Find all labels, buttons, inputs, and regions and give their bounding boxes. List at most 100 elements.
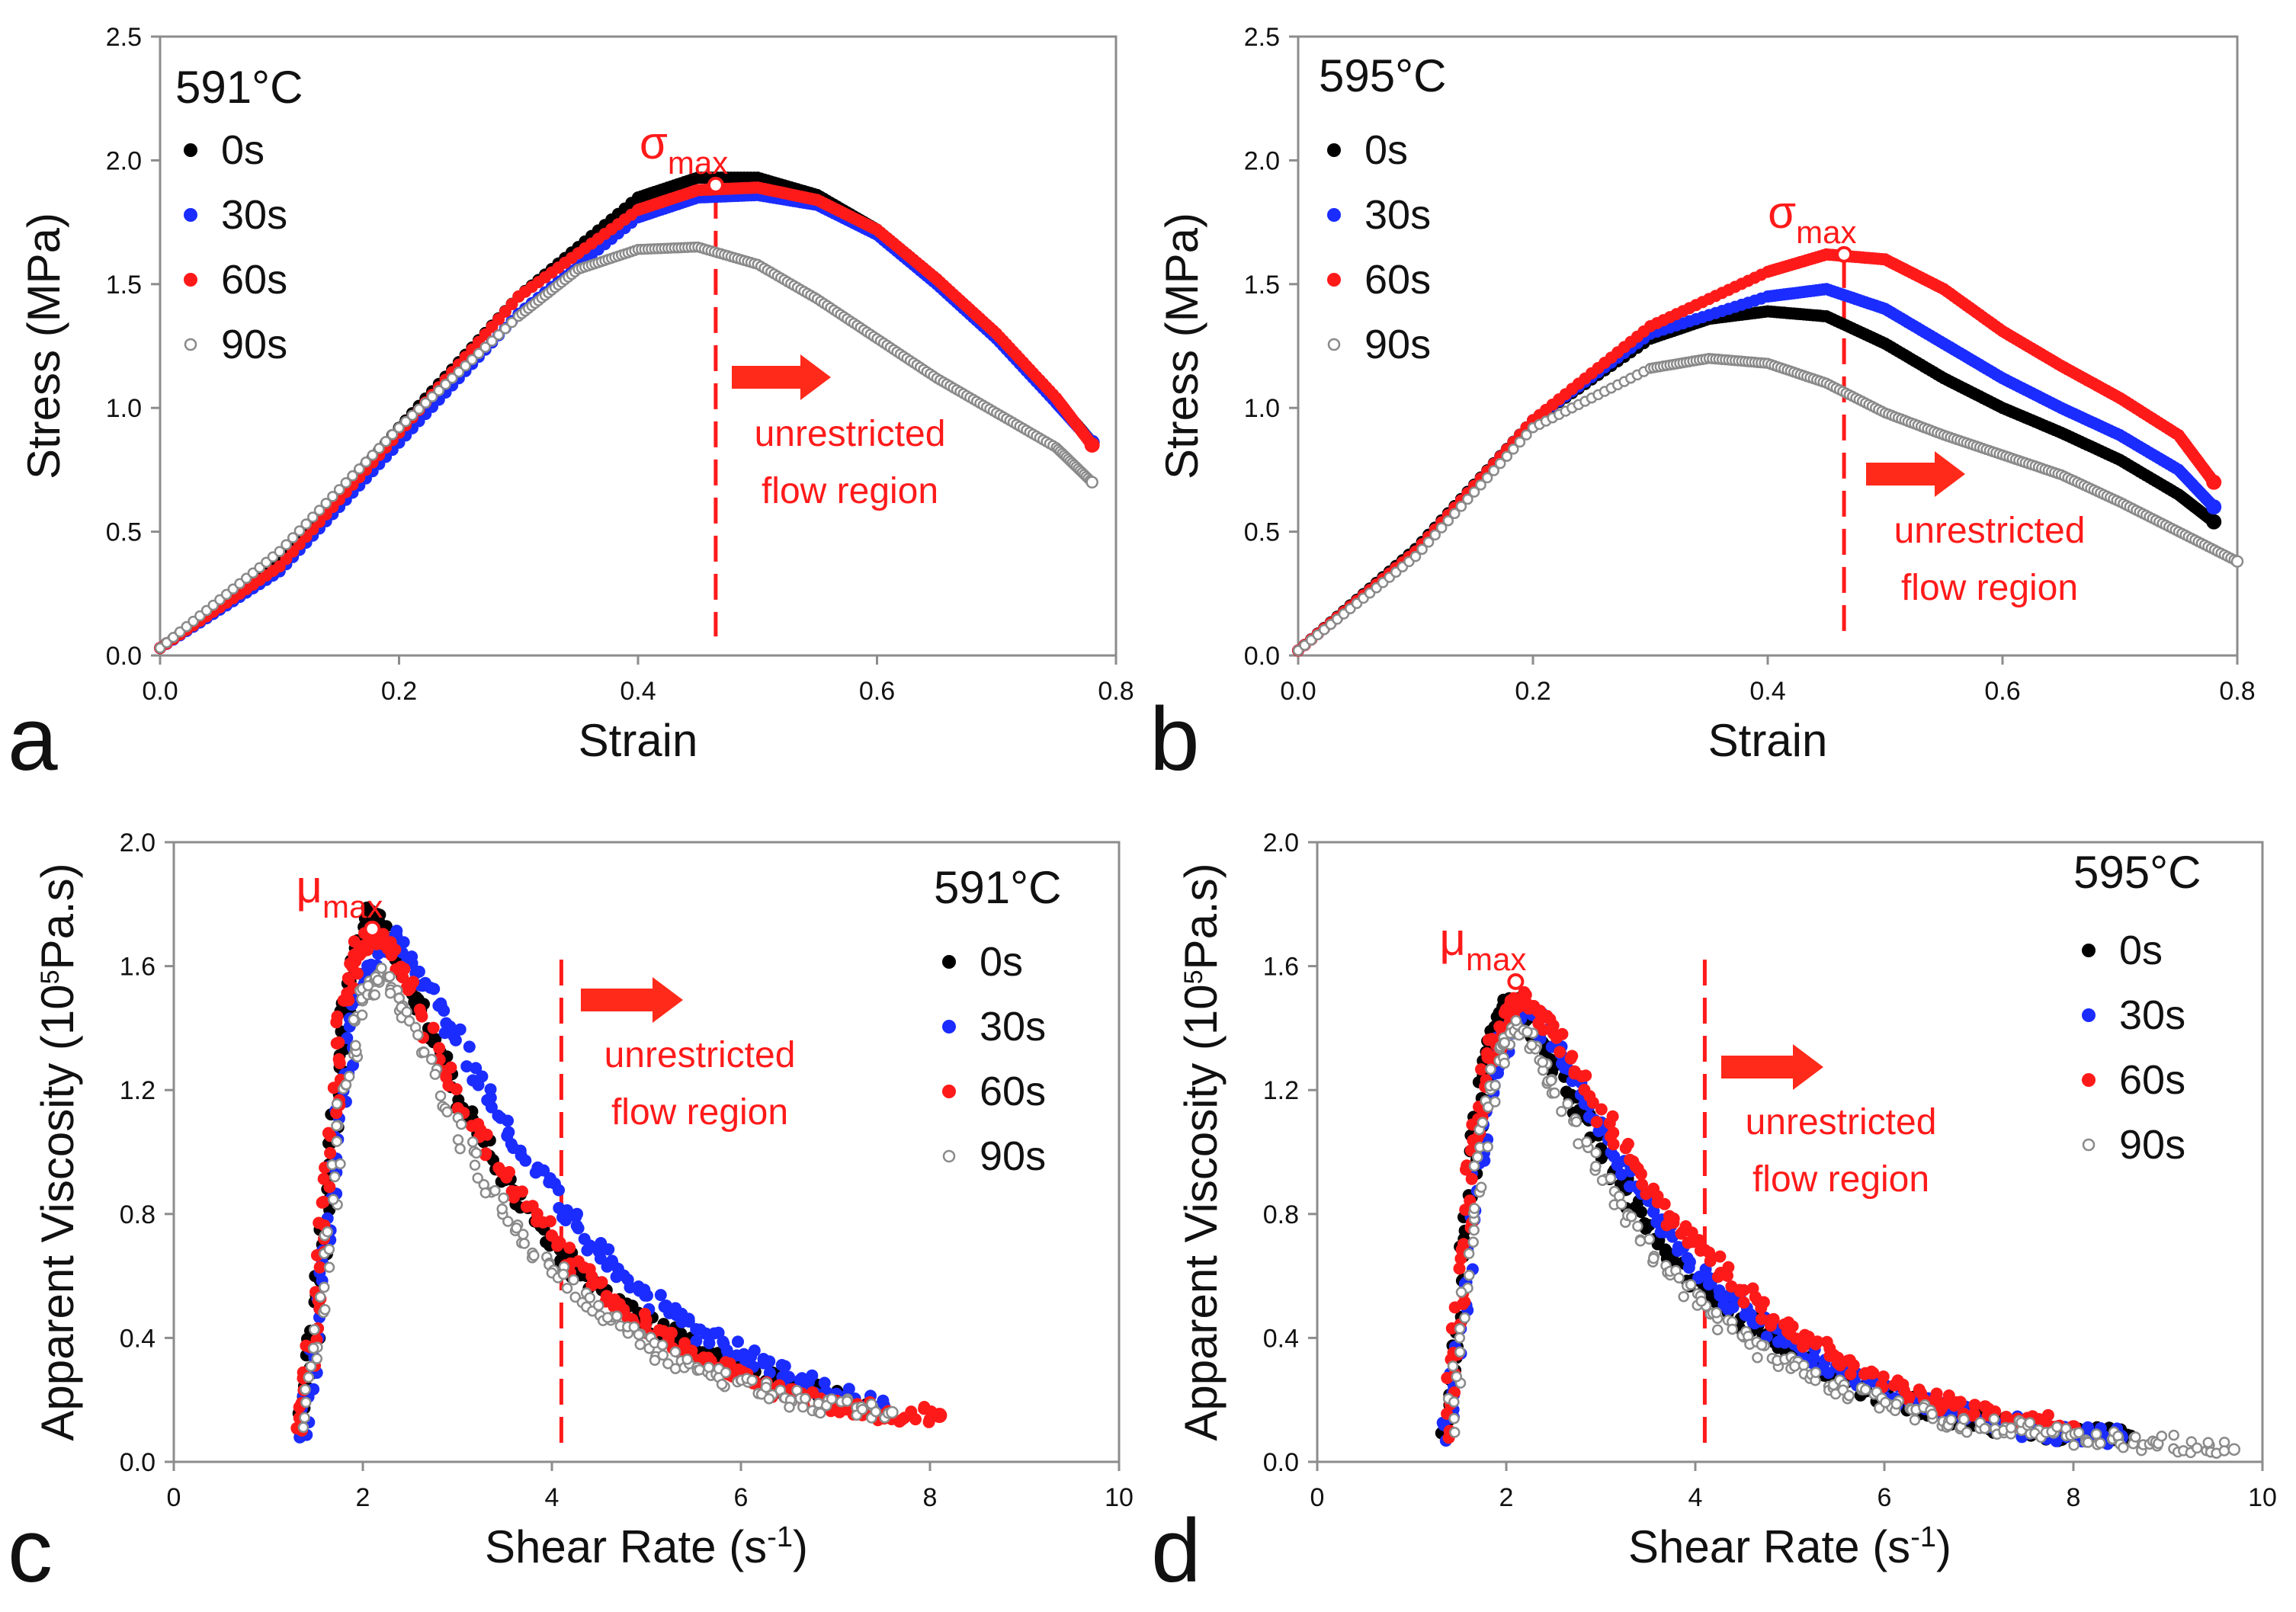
x-tick-label: 2 bbox=[356, 1483, 370, 1512]
data-point bbox=[480, 1128, 493, 1141]
y-tick-label: 0.0 bbox=[120, 1448, 156, 1477]
data-point bbox=[444, 1020, 457, 1033]
panel-letter: d bbox=[1151, 1501, 1201, 1601]
data-point bbox=[531, 1207, 544, 1220]
data-point bbox=[393, 421, 405, 434]
data-point bbox=[1475, 479, 1486, 491]
legend-label: 90s bbox=[980, 1133, 1046, 1179]
data-point bbox=[1643, 1233, 1655, 1245]
y-tick-label: 1.0 bbox=[106, 394, 142, 423]
data-point bbox=[1549, 1087, 1560, 1099]
data-point bbox=[492, 1109, 505, 1122]
data-point bbox=[1634, 1235, 1647, 1247]
max-point-marker bbox=[707, 176, 724, 194]
y-tick-label: 1.6 bbox=[1263, 953, 1299, 982]
legend-label: 60s bbox=[2119, 1057, 2185, 1103]
data-point bbox=[476, 1070, 489, 1083]
data-point bbox=[332, 1036, 345, 1049]
data-point bbox=[316, 1196, 329, 1209]
data-point bbox=[452, 1134, 464, 1146]
data-point bbox=[369, 989, 381, 1001]
y-axis-title: Stress (MPa) bbox=[18, 213, 69, 479]
data-point bbox=[484, 1091, 497, 1104]
data-point bbox=[1468, 486, 1480, 498]
data-point bbox=[1727, 1301, 1740, 1314]
data-point bbox=[322, 1226, 333, 1238]
y-tick-label: 1.6 bbox=[120, 953, 156, 982]
legend-marker bbox=[2082, 1138, 2096, 1152]
data-point bbox=[717, 1335, 730, 1348]
y-tick-label: 2.0 bbox=[1244, 146, 1280, 175]
data-point bbox=[1468, 1203, 1480, 1214]
data-point bbox=[1085, 476, 1098, 489]
data-point bbox=[492, 329, 505, 341]
flow-annotation-line1: unrestricted bbox=[1894, 511, 2086, 551]
data-point bbox=[842, 1396, 853, 1407]
data-point bbox=[703, 1361, 715, 1373]
data-point bbox=[1537, 1056, 1548, 1068]
data-point bbox=[1550, 1031, 1563, 1044]
panel-letter: b bbox=[1150, 689, 1200, 790]
data-point bbox=[784, 1402, 795, 1413]
data-point bbox=[703, 1337, 716, 1350]
data-point bbox=[297, 1421, 309, 1434]
data-point bbox=[300, 518, 312, 530]
data-point bbox=[1635, 1206, 1647, 1219]
data-point bbox=[410, 966, 423, 979]
data-point bbox=[1508, 444, 1519, 455]
data-point bbox=[1468, 1224, 1480, 1236]
data-point bbox=[1667, 1216, 1680, 1229]
x-tick-label: 10 bbox=[2248, 1483, 2277, 1512]
legend-label: 60s bbox=[221, 257, 287, 303]
legend-label: 60s bbox=[1364, 257, 1431, 303]
plot-frame bbox=[1297, 35, 2239, 657]
y-tick-label: 0.8 bbox=[1263, 1200, 1299, 1229]
data-point bbox=[313, 505, 325, 516]
data-point bbox=[347, 470, 358, 482]
data-point bbox=[403, 1015, 415, 1027]
data-point bbox=[1658, 1197, 1671, 1210]
data-point bbox=[511, 1223, 522, 1234]
x-tick-label: 8 bbox=[2067, 1483, 2081, 1512]
x-axis-title-exp: -1 bbox=[767, 1521, 793, 1553]
x-tick-label: 0 bbox=[1310, 1483, 1325, 1512]
x-tick-label: 0.0 bbox=[1280, 677, 1316, 706]
data-point bbox=[506, 316, 518, 328]
data-point bbox=[460, 360, 471, 372]
data-point bbox=[441, 1106, 453, 1118]
data-point bbox=[331, 1098, 343, 1110]
data-point bbox=[1590, 1161, 1602, 1172]
data-point bbox=[1490, 1079, 1501, 1091]
legend-marker bbox=[184, 338, 197, 351]
data-point bbox=[362, 979, 374, 992]
data-point bbox=[1847, 1359, 1860, 1372]
data-point bbox=[319, 1303, 331, 1316]
data-point bbox=[1526, 1040, 1538, 1051]
data-point bbox=[1733, 1284, 1746, 1296]
flow-annotation-line1: unrestricted bbox=[604, 1035, 796, 1075]
data-point bbox=[611, 1310, 623, 1322]
data-point bbox=[2202, 1437, 2214, 1448]
data-point bbox=[1926, 1408, 1938, 1420]
x-tick-label: 0.4 bbox=[1749, 677, 1785, 706]
series-90s bbox=[154, 241, 1098, 654]
data-point bbox=[1685, 1279, 1697, 1290]
data-point bbox=[463, 1040, 476, 1053]
data-point bbox=[634, 1338, 646, 1351]
data-point bbox=[489, 1184, 501, 1197]
x-tick-label: 0.2 bbox=[1515, 677, 1550, 706]
legend-marker bbox=[184, 273, 197, 287]
data-point bbox=[763, 1392, 775, 1405]
data-point bbox=[2227, 1443, 2241, 1456]
flow-annotation-line2: flow region bbox=[762, 471, 938, 511]
data-point bbox=[1462, 493, 1473, 505]
data-point bbox=[1562, 1098, 1573, 1110]
data-point bbox=[433, 385, 445, 396]
data-point bbox=[354, 463, 365, 475]
y-axis-title-base: Apparent Viscosity (10 bbox=[32, 984, 83, 1441]
legend-marker bbox=[1327, 208, 1341, 222]
data-point bbox=[1979, 1422, 1990, 1434]
y-tick-label: 2.0 bbox=[1263, 828, 1299, 857]
data-point bbox=[444, 1061, 457, 1074]
data-point bbox=[561, 1282, 573, 1294]
